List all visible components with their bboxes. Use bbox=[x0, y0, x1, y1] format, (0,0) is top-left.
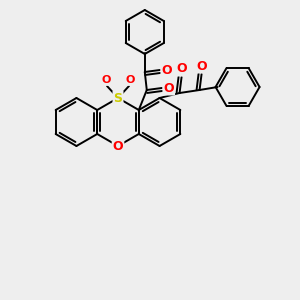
Text: O: O bbox=[176, 62, 187, 76]
Text: O: O bbox=[196, 59, 207, 73]
Text: S: S bbox=[113, 92, 122, 104]
Text: O: O bbox=[101, 75, 111, 85]
Text: O: O bbox=[164, 82, 174, 94]
Text: O: O bbox=[113, 140, 123, 152]
Text: O: O bbox=[161, 64, 172, 76]
Text: O: O bbox=[125, 75, 135, 85]
